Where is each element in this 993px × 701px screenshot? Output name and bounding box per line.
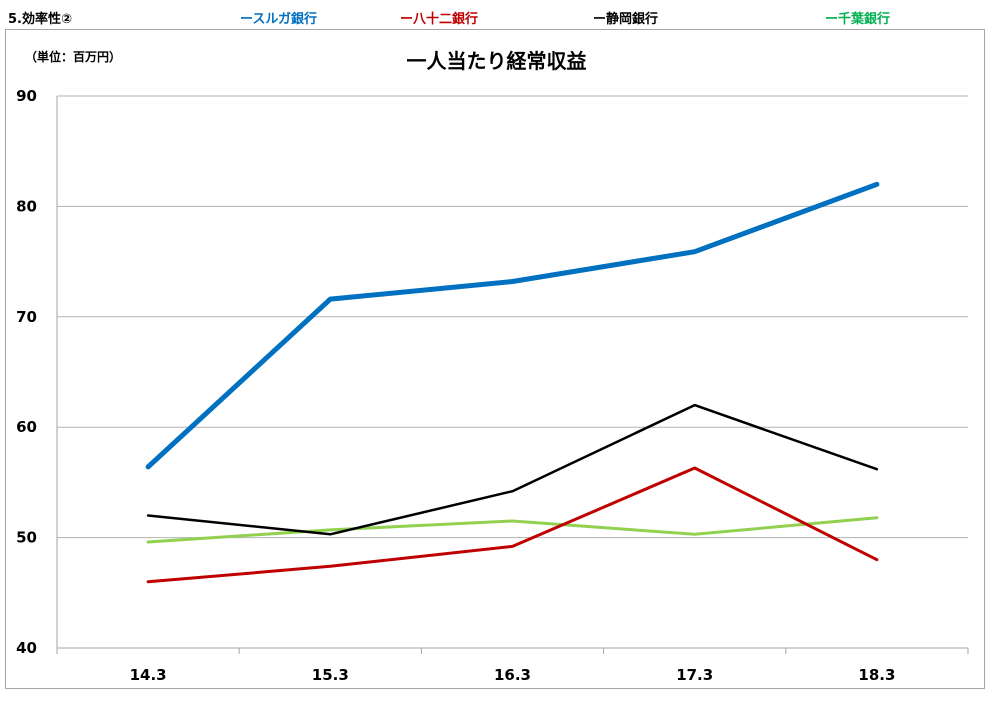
unit-label: （単位：百万円） <box>25 50 122 64</box>
x-tick-label: 14.3 <box>130 666 167 684</box>
chart-title: 一人当たり経常収益 <box>406 49 587 73</box>
y-tick-label: 70 <box>16 308 37 326</box>
series-line-shizuoka <box>146 403 879 536</box>
x-tick-label: 17.3 <box>676 666 713 684</box>
series-line-suruga <box>145 181 880 470</box>
x-tick-label: 16.3 <box>494 666 531 684</box>
x-tick-label: 18.3 <box>858 666 895 684</box>
x-tick-label: 15.3 <box>312 666 349 684</box>
chart-frame <box>5 29 985 689</box>
legend-entry-suruga: ースルガ銀行 <box>240 12 317 27</box>
y-tick-label: 90 <box>16 87 37 105</box>
y-tick-label: 50 <box>16 529 37 547</box>
series-line-chiba <box>146 516 879 544</box>
legend-entry-shizuoka: ー静岡銀行 <box>593 12 659 27</box>
y-tick-label: 60 <box>16 418 37 436</box>
legend-entry-hachijuni: ー八十二銀行 <box>400 12 479 27</box>
y-tick-label: 80 <box>16 197 37 215</box>
section-label: 5.効率性② <box>8 12 72 27</box>
legend-entry-chiba: ー千葉銀行 <box>825 12 891 27</box>
y-tick-label: 40 <box>16 639 37 657</box>
series-line-hachijuni <box>146 466 879 584</box>
